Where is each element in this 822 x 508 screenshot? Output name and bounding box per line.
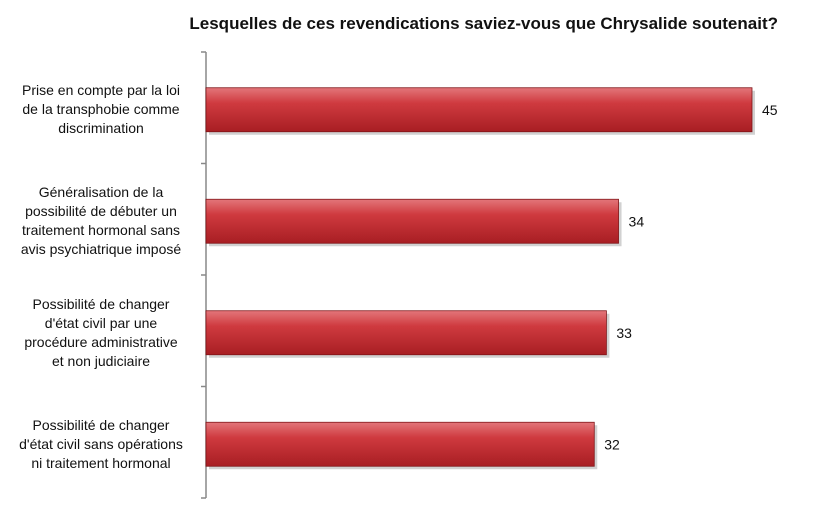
category-label-line: ni traitement hormonal [31, 454, 171, 471]
category-label-line: Prise en compte par la loi [22, 82, 180, 99]
category-label-line: d'état civil sans opérations [19, 435, 183, 452]
category-label-line: discrimination [58, 120, 144, 137]
category-label: Prise en compte par la loi de la transpho… [6, 81, 196, 138]
data-label: 33 [616, 325, 632, 341]
data-label: 45 [762, 102, 778, 118]
category-label-line: procédure administrative [24, 333, 178, 350]
category-label-line: Possibilité de changer [32, 416, 170, 433]
category-label: Possibilité de changer d'état civil sans … [6, 416, 196, 473]
category-label-line: d'état civil par une [44, 314, 158, 331]
category-label: Généralisation de la possibilité de début… [6, 183, 196, 259]
category-label-line: possibilité de débuter un [25, 203, 177, 220]
category-label-line: et non judiciaire [51, 352, 151, 369]
category-label-line: traitement hormonal sans [22, 222, 180, 239]
bar [205, 87, 753, 133]
category-label-line: Possibilité de changer [32, 295, 170, 312]
data-label: 32 [604, 436, 620, 452]
category-label-line: avis psychiatrique imposé [20, 241, 182, 258]
category-label: Possibilité de changer d'état civil par u… [6, 295, 196, 371]
category-label-line: Généralisation de la [38, 184, 164, 201]
chart-title: Lesquelles de ces revendications saviez-… [189, 14, 778, 33]
data-label: 34 [629, 213, 645, 229]
bar [205, 421, 595, 467]
bar [205, 310, 607, 356]
bar [205, 198, 619, 244]
category-label-line: de la transphobie comme [22, 101, 180, 118]
